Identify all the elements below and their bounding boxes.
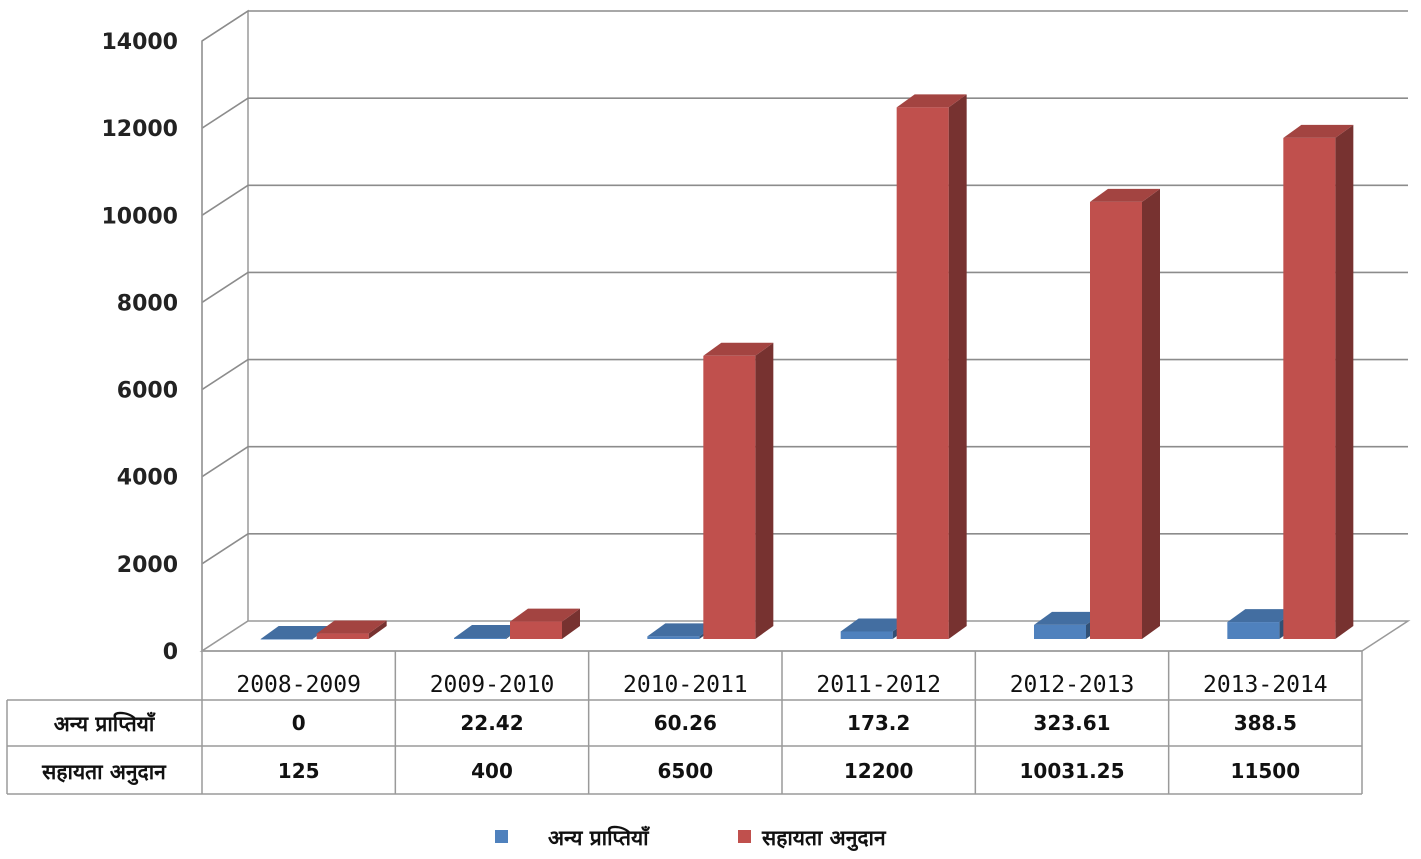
bar-side — [368, 620, 387, 639]
table-row-header: सहायता अनुदान — [41, 760, 167, 786]
table-cell-value: 400 — [471, 759, 513, 783]
bars — [260, 94, 1354, 640]
y-tick-label: 2000 — [117, 553, 178, 578]
chart-walls — [199, 9, 1411, 653]
table-cell-value: 10031.25 — [1019, 759, 1124, 783]
bar-top — [840, 618, 911, 632]
y-tick-label: 14000 — [101, 30, 178, 55]
bar-front — [510, 621, 562, 639]
table-cell-value: 60.26 — [654, 711, 717, 735]
bar-front — [260, 639, 313, 640]
category-label: 2008-2009 — [236, 672, 361, 698]
bar-front — [1227, 622, 1280, 639]
gridline — [201, 271, 1408, 304]
y-tick-label: 10000 — [101, 204, 178, 229]
bar-front — [316, 633, 369, 639]
gridline — [201, 358, 1408, 391]
bar-anya-praptiyan — [1034, 611, 1104, 639]
category-label: 2010-2011 — [623, 672, 748, 698]
bar-front — [840, 631, 893, 639]
side-wall — [201, 9, 249, 653]
table-cell-value: 11500 — [1231, 759, 1301, 783]
bar-front — [703, 355, 756, 639]
category-label: 2013-2014 — [1203, 672, 1328, 698]
bar-top — [1034, 611, 1104, 625]
bar-top — [1227, 609, 1298, 623]
bar-top — [510, 608, 580, 622]
bar-sahayata-anudan — [896, 94, 967, 639]
table-cell-value: 6500 — [657, 759, 713, 783]
bar-front — [1034, 624, 1086, 639]
bar-sahayata-anudan — [510, 608, 580, 639]
bar-top — [1090, 188, 1160, 202]
table-cell-value: 323.61 — [1033, 711, 1110, 735]
legend-label: अन्य प्राप्तियाँ — [548, 825, 651, 850]
legend-label: सहायता अनुदान — [761, 826, 887, 852]
bar-sahayata-anudan — [316, 620, 387, 639]
y-tick-label: 6000 — [117, 379, 178, 404]
y-tick-label: 0 — [163, 640, 178, 665]
gridline — [201, 184, 1408, 216]
bar-top — [896, 94, 967, 108]
table-cell-value: 173.2 — [847, 711, 910, 735]
bar-side — [948, 94, 967, 639]
gridline — [201, 533, 1408, 565]
legend: अन्य प्राप्तियाँ सहायता अनुदान — [495, 825, 887, 852]
legend-swatch — [495, 830, 508, 843]
bar-top — [454, 625, 524, 639]
bar-side — [562, 608, 580, 639]
bar-front — [896, 107, 949, 639]
category-label: 2009-2010 — [430, 672, 555, 698]
gridline — [201, 445, 1408, 478]
bar-side — [755, 342, 774, 639]
bar-top — [647, 623, 718, 637]
bar-sahayata-anudan — [703, 342, 774, 639]
category-label: 2011-2012 — [816, 672, 941, 698]
bar-top — [703, 342, 774, 356]
legend-item: सहायता अनुदान — [738, 826, 887, 852]
table-cell-value: 12200 — [844, 759, 914, 783]
table-cell-value: 0 — [292, 711, 306, 735]
bar-side — [1335, 124, 1354, 639]
legend-item: अन्य प्राप्तियाँ — [495, 825, 651, 850]
category-label: 2012-2013 — [1010, 672, 1135, 698]
table-cell-value: 388.5 — [1234, 711, 1297, 735]
y-tick-label: 12000 — [101, 117, 178, 142]
table-row-header: अन्य प्राप्तियाँ — [54, 711, 157, 736]
bar-top — [316, 620, 387, 634]
bar-sahayata-anudan — [1090, 188, 1160, 639]
bar-side — [1142, 188, 1160, 639]
bar-front — [1283, 137, 1336, 639]
y-tick-label: 8000 — [117, 291, 178, 316]
bar-anya-praptiyan — [260, 626, 331, 640]
table-cell-value: 22.42 — [460, 711, 523, 735]
gridline — [201, 10, 1408, 42]
table-cell-value: 125 — [278, 759, 320, 783]
bar-top — [1283, 124, 1354, 138]
legend-swatch — [738, 830, 751, 843]
bar-front — [454, 638, 506, 639]
gridlines — [201, 10, 1408, 565]
y-axis: 0 2000 4000 6000 8000 10000 12000 14000 — [101, 30, 203, 665]
y-tick-label: 4000 — [117, 466, 178, 491]
bar-front — [647, 636, 700, 639]
bar-front — [1090, 201, 1142, 639]
bar-sahayata-anudan — [1283, 124, 1354, 639]
data-table: 2008-2009 0 125 2009-2010 22.42 400 2010-2011 6… — [6, 650, 1363, 795]
bar-top — [260, 626, 331, 639]
gridline — [201, 97, 1408, 129]
back-wall — [248, 11, 1408, 621]
